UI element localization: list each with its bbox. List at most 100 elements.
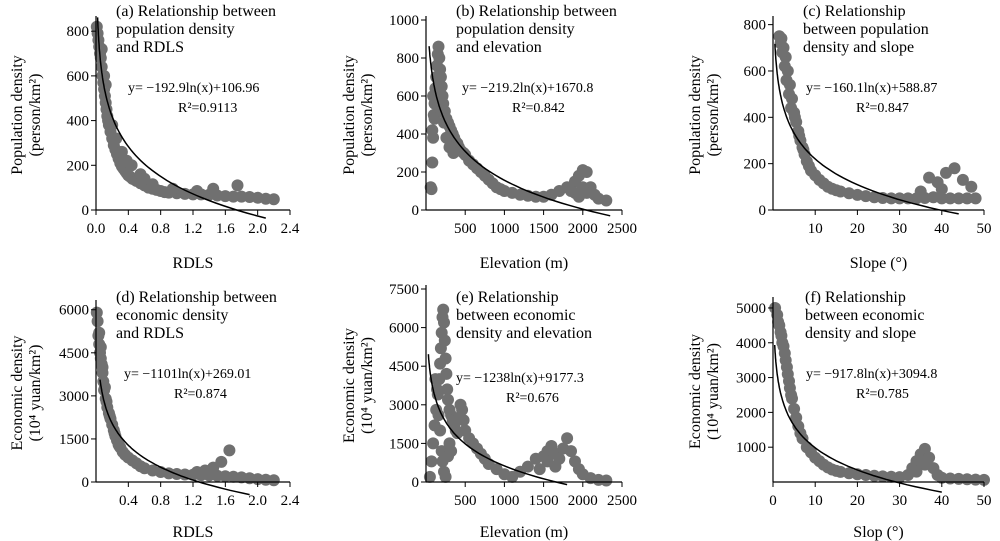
data-point xyxy=(108,427,121,440)
data-point xyxy=(439,470,452,483)
y-tick-label: 3000 xyxy=(736,371,766,387)
y-tick-label: 6000 xyxy=(59,303,89,319)
data-point xyxy=(432,40,445,53)
data-point xyxy=(115,145,128,158)
x-axis-label: Elevation (m) xyxy=(480,255,568,272)
x-tick-label: 10 xyxy=(808,493,823,509)
data-point xyxy=(430,93,443,106)
trend-line xyxy=(427,354,568,486)
x-tick-label: 2.4 xyxy=(281,221,300,237)
panel-title-line: between economic xyxy=(805,307,925,324)
x-axis-label: RDLS xyxy=(173,524,214,541)
data-point xyxy=(456,403,469,416)
data-point xyxy=(95,43,108,56)
r-squared: R²=0.842 xyxy=(512,101,565,116)
y-tick-label: 4000 xyxy=(736,336,766,352)
data-point xyxy=(778,60,791,73)
y-tick-label: 200 xyxy=(397,165,420,181)
y-axis-label: Population density (person/km²) xyxy=(341,55,376,175)
y-tick-label: 600 xyxy=(744,64,767,80)
y-tick-label: 800 xyxy=(397,51,420,67)
x-tick-label: 1.6 xyxy=(216,221,235,237)
y-tick-label: 3000 xyxy=(389,398,419,414)
data-point xyxy=(600,194,613,207)
fit-equation: y= −192.9ln(x)+106.96 xyxy=(128,81,259,96)
data-point xyxy=(885,192,898,205)
y-tick-label: 200 xyxy=(744,157,767,173)
y-axis-label-line: Population density xyxy=(9,55,26,175)
panel-d: 0.4 0.8 1.2 1.6 2.0 2.4 0 1500 3000 4500 6000 (d) R… xyxy=(9,289,300,541)
data-point xyxy=(521,460,534,473)
data-point xyxy=(776,46,789,59)
y-tick-label: 1000 xyxy=(736,440,766,456)
x-tick-label: 50 xyxy=(977,493,992,509)
y-axis-label-line: Population density xyxy=(687,55,704,175)
data-point xyxy=(785,102,798,114)
data-point xyxy=(533,463,546,476)
y-tick-label: 6000 xyxy=(389,321,419,337)
panel-title-line: density and slope xyxy=(805,325,916,342)
data-point xyxy=(113,440,126,453)
data-point xyxy=(426,124,439,137)
x-tick-label: 40 xyxy=(934,493,949,509)
data-point xyxy=(774,326,787,339)
data-point xyxy=(440,367,453,380)
x-tick-label: 500 xyxy=(454,493,477,509)
panel-title-line: (f) Relationship xyxy=(805,289,906,306)
y-tick-label: 0 xyxy=(412,203,420,219)
data-point xyxy=(433,71,446,83)
y-tick-label: 7500 xyxy=(389,282,419,298)
panel-f: 0 10 20 30 40 50 1000 2000 3000 4000 5000 (f) Relat… xyxy=(687,289,992,541)
x-tick-label: 1.2 xyxy=(184,221,203,237)
y-tick-label: 800 xyxy=(744,18,767,34)
data-point xyxy=(103,410,116,422)
y-tick-label: 0 xyxy=(82,203,90,219)
data-point xyxy=(425,183,438,196)
data-point xyxy=(445,445,458,458)
y-axis-label-line: Economic density xyxy=(341,328,358,443)
panel-title-line: density and elevation xyxy=(456,325,592,342)
y-tick-label: 4500 xyxy=(389,359,419,375)
data-point xyxy=(457,414,470,427)
x-tick-label: 1.6 xyxy=(216,493,235,509)
y-axis-label-line: (person/km²) xyxy=(27,74,44,157)
y-axis-label-line: Economic density xyxy=(687,334,704,449)
y-axis-label: Economic density (10⁴ yuan/km²) xyxy=(341,328,376,443)
data-point xyxy=(423,470,436,483)
x-axis-label: Elevation (m) xyxy=(480,524,568,541)
x-tick-label: 2500 xyxy=(607,221,637,237)
data-point xyxy=(788,111,801,124)
data-point xyxy=(961,192,974,205)
y-tick-label: 3000 xyxy=(59,389,89,405)
y-tick-label: 0 xyxy=(412,475,420,491)
x-tick-label: 50 xyxy=(977,221,992,237)
data-point xyxy=(426,156,439,169)
data-point xyxy=(561,432,574,445)
data-point xyxy=(267,193,280,206)
data-point xyxy=(774,37,787,50)
data-point xyxy=(231,179,244,192)
scatter-points xyxy=(773,30,982,205)
data-point xyxy=(447,147,460,159)
data-point xyxy=(434,424,447,437)
data-point xyxy=(138,172,151,185)
y-axis-label: Economic density (10⁴ yuan/km²) xyxy=(9,335,44,450)
x-tick-label: 10 xyxy=(808,221,823,237)
r-squared: R²=0.847 xyxy=(856,101,909,116)
y-tick-label: 600 xyxy=(67,69,90,85)
x-tick-label: 500 xyxy=(454,221,477,237)
x-tick-label: 1500 xyxy=(529,493,559,509)
y-tick-label: 1500 xyxy=(59,432,89,448)
panel-title-line: and elevation xyxy=(456,39,542,56)
panel-title-line: economic density xyxy=(116,307,228,324)
data-point xyxy=(549,460,562,473)
data-point xyxy=(780,361,793,374)
x-axis-label: RDLS xyxy=(173,255,214,272)
data-point xyxy=(893,192,906,205)
data-point xyxy=(580,186,593,199)
y-tick-label: 600 xyxy=(397,89,420,105)
panel-title-line: and RDLS xyxy=(116,39,184,56)
r-squared: R²=0.676 xyxy=(506,391,559,406)
x-tick-label: 0.4 xyxy=(119,221,138,237)
